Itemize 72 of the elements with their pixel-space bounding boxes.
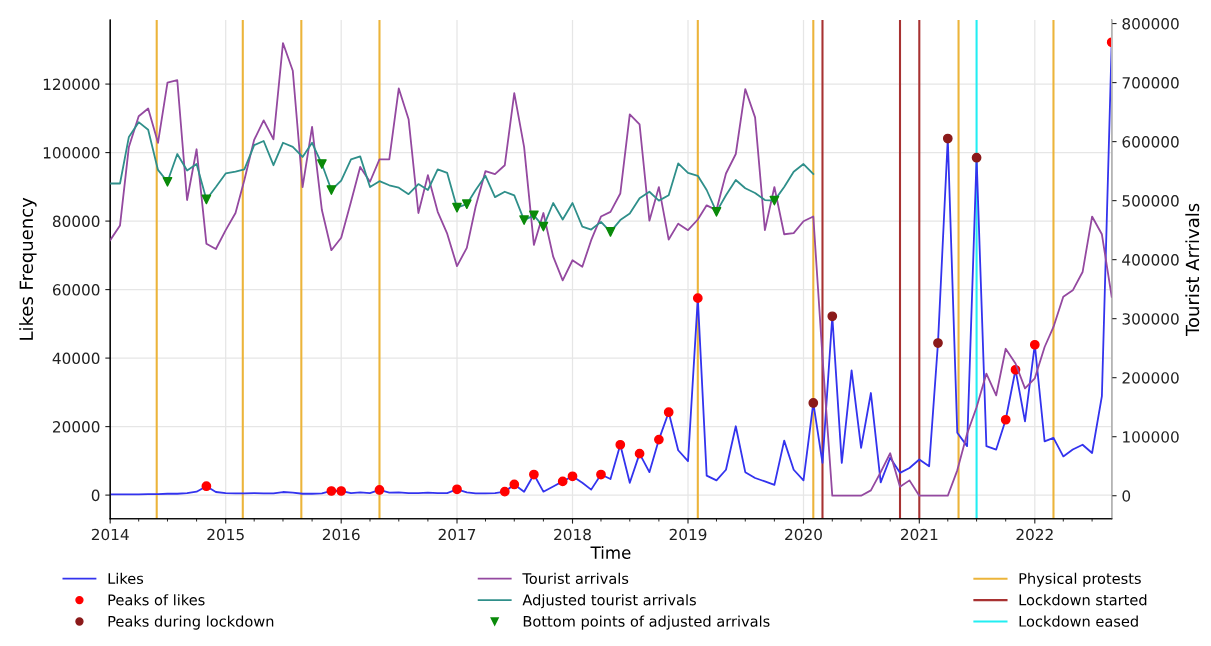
y2-tick-label: 700000: [1122, 77, 1179, 89]
x-tick-label: 2016: [322, 528, 360, 541]
point: [336, 486, 347, 496]
point: [567, 471, 578, 482]
point: [519, 215, 529, 225]
point: [317, 159, 327, 169]
point: [201, 194, 212, 205]
legend-label: Peaks of likes: [108, 594, 205, 606]
legend-label: Adjusted tourist arrivals: [522, 594, 696, 609]
y2-axis-title: Tourist Arrivals: [1185, 203, 1200, 337]
legend-label: Lockdown eased: [1019, 615, 1138, 627]
point: [538, 221, 549, 232]
y-tick-label: 0: [91, 489, 100, 502]
x-tick-label: 2021: [900, 528, 938, 541]
y-tick-label: 40000: [52, 352, 100, 365]
legend-label: Bottom points of adjusted arrivals: [523, 615, 770, 630]
y2-tick-label: 300000: [1122, 313, 1179, 325]
point: [615, 439, 626, 450]
point: [711, 206, 722, 217]
point: [1029, 339, 1040, 350]
point: [452, 202, 462, 213]
x-tick-label: 2015: [207, 528, 244, 541]
legend-label: Lockdown started: [1019, 594, 1147, 606]
y2-tick-label: 100000: [1123, 431, 1179, 443]
point: [634, 448, 645, 459]
y-tick-label: 80000: [52, 215, 100, 228]
x-tick-label: 2019: [669, 528, 707, 541]
point: [942, 133, 953, 144]
point: [499, 486, 510, 497]
x-tick-label: 2017: [438, 528, 476, 541]
x-tick-label: 2014: [91, 528, 129, 541]
y2-tick-label: 400000: [1122, 254, 1179, 266]
x-tick-label: 2020: [785, 528, 822, 541]
point: [162, 176, 173, 187]
point: [201, 481, 212, 492]
point: [827, 311, 838, 322]
point: [808, 398, 819, 408]
point: [769, 195, 780, 206]
point: [529, 210, 539, 221]
x-tick-label: 2018: [554, 528, 591, 541]
point: [374, 485, 385, 495]
point: [461, 199, 472, 210]
point: [692, 293, 703, 304]
x-tick-label: 2022: [1016, 528, 1053, 541]
legend-label: Tourist arrivals: [522, 572, 629, 585]
y-tick-label: 100000: [43, 147, 100, 159]
legend-label: Physical protests: [1019, 572, 1141, 587]
point: [654, 434, 664, 445]
point: [452, 484, 462, 495]
y2-tick-label: 500000: [1122, 195, 1179, 207]
point: [557, 476, 568, 487]
point: [529, 469, 539, 480]
legend-label: Peaks during lockdown: [108, 615, 274, 630]
y-tick-label: 20000: [53, 421, 100, 433]
y-tick-label: 120000: [43, 78, 100, 91]
point: [605, 227, 616, 237]
y2-tick-label: 600000: [1122, 136, 1179, 148]
point: [509, 479, 520, 490]
y2-tick-label: 0: [1122, 490, 1131, 502]
legend-label: Likes: [108, 572, 144, 585]
point: [971, 152, 982, 163]
point: [1000, 414, 1011, 425]
point: [596, 469, 606, 480]
y2-tick-label: 200000: [1122, 372, 1179, 384]
x-axis-title: Time: [590, 546, 631, 559]
point: [326, 486, 337, 496]
point: [933, 338, 943, 348]
point: [326, 185, 337, 195]
y-axis-title: Likes Frequency: [19, 197, 37, 340]
point: [663, 407, 674, 418]
y-tick-label: 60000: [52, 284, 100, 296]
y2-tick-label: 800000: [1122, 18, 1179, 30]
